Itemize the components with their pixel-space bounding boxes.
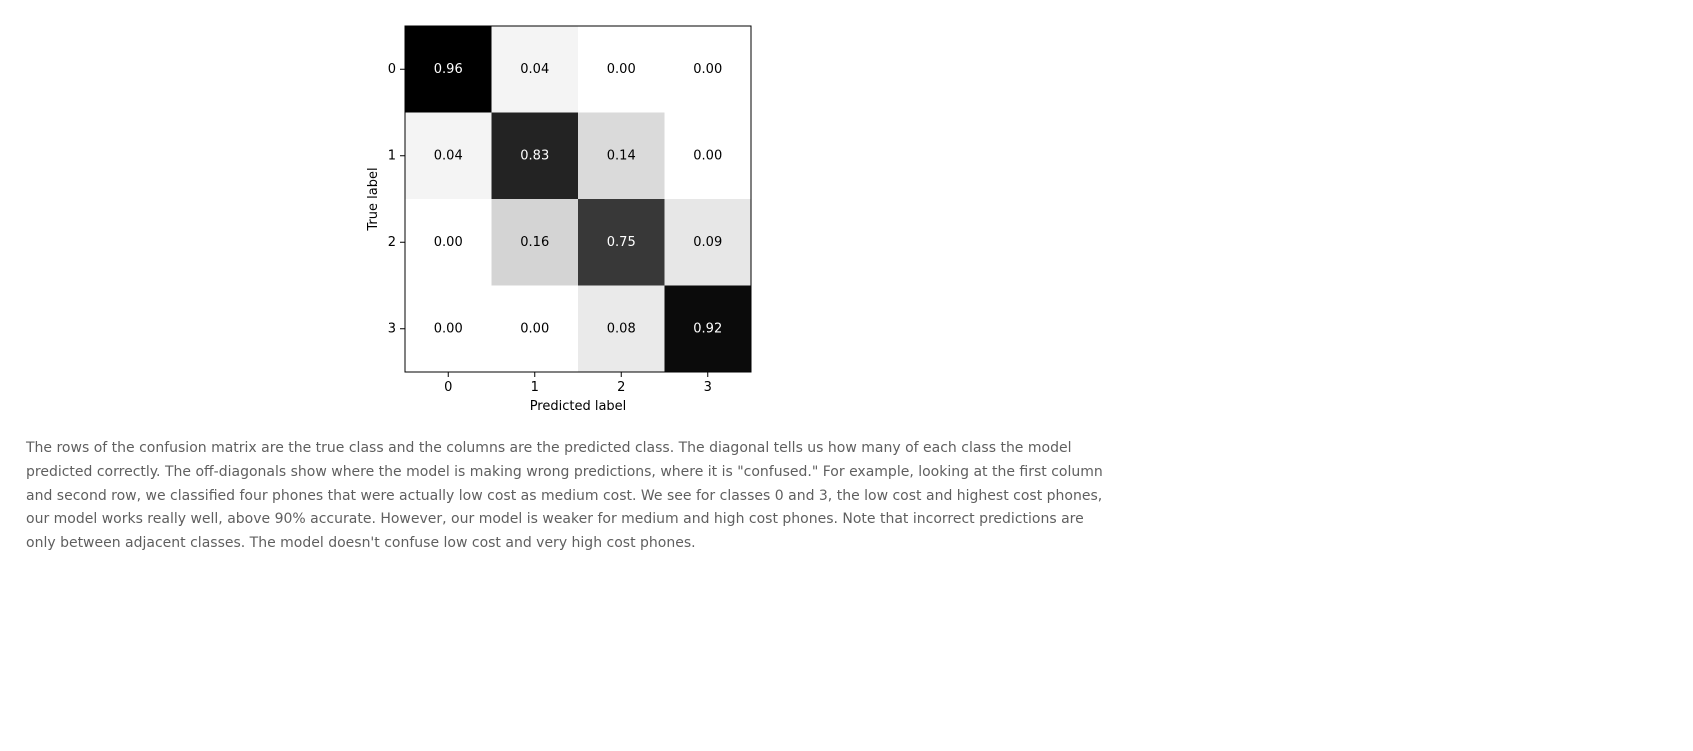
cell-value-label-1-1: 0.83: [520, 148, 549, 163]
heatmap-cell-0-2: [578, 26, 665, 113]
y-tick-label-0: 0: [388, 62, 396, 77]
heatmap-cell-3-0: [405, 285, 492, 373]
cell-value-label-3-1: 0.00: [520, 321, 549, 336]
y-tick-label-2: 2: [388, 235, 396, 250]
x-tick-label-2: 2: [617, 380, 625, 395]
heatmap-cell-3-2: [578, 285, 665, 373]
heatmap-cell-0-3: [664, 26, 752, 113]
x-tick-label-0: 0: [444, 380, 452, 395]
cell-value-label-1-0: 0.04: [434, 148, 463, 163]
heatmap-cell-2-2: [578, 199, 665, 286]
plot-frame: [404, 25, 752, 373]
x-tick-label-3: 3: [704, 380, 712, 395]
heatmap-cell-3-3: [664, 285, 752, 373]
cell-value-label-2-1: 0.16: [520, 235, 549, 250]
cell-value-label-3-0: 0.00: [434, 321, 463, 336]
heatmap-cells: 0.96 0.04 0.00 0.00 0.04 0.83 0.14 0.00 0.00 0.16…: [405, 26, 752, 373]
cell-value-label-0-2: 0.00: [607, 62, 636, 77]
heatmap-cell-3-1: [491, 285, 579, 373]
axis-ticks: 0 1 2 3 0 1 2 3: [388, 62, 712, 395]
cell-value-label-3-2: 0.08: [607, 321, 636, 336]
heatmap-cell-1-1: [491, 112, 579, 200]
heatmap-cell-2-1: [491, 199, 579, 286]
confusion-matrix-svg: 0.96 0.04 0.00 0.00 0.04 0.83 0.14 0.00 0.00 0.16…: [366, 25, 752, 414]
cell-value-label-0-1: 0.04: [520, 62, 549, 77]
heatmap-cell-1-2: [578, 112, 665, 200]
cell-value-label-0-3: 0.00: [693, 62, 722, 77]
y-tick-label-3: 3: [388, 321, 396, 336]
x-tick-label-1: 1: [531, 380, 539, 395]
heatmap-cell-1-3: [664, 112, 752, 200]
cell-value-label-2-0: 0.00: [434, 235, 463, 250]
description-paragraph: The rows of the confusion matrix are the…: [26, 440, 1103, 552]
heatmap-cell-0-0: [405, 26, 492, 113]
heatmap-cell-2-0: [405, 199, 492, 286]
y-tick-label-1: 1: [388, 148, 396, 163]
cell-value-label-1-2: 0.14: [607, 148, 636, 163]
cell-value-label-2-2: 0.75: [607, 235, 636, 250]
cell-value-label-0-0: 0.96: [434, 62, 463, 77]
x-axis-label: Predicted label: [530, 399, 627, 414]
y-axis-label: True label: [366, 167, 381, 231]
cell-value-label-2-3: 0.09: [693, 235, 722, 250]
confusion-matrix-chart: 0.96 0.04 0.00 0.00 0.04 0.83 0.14 0.00 0.00 0.16…: [366, 25, 752, 414]
cell-value-label-3-3: 0.92: [693, 321, 722, 336]
heatmap-cell-1-0: [405, 112, 492, 200]
heatmap-cell-0-1: [491, 26, 579, 113]
cell-value-label-1-3: 0.00: [693, 148, 722, 163]
heatmap-cell-2-3: [664, 199, 752, 286]
